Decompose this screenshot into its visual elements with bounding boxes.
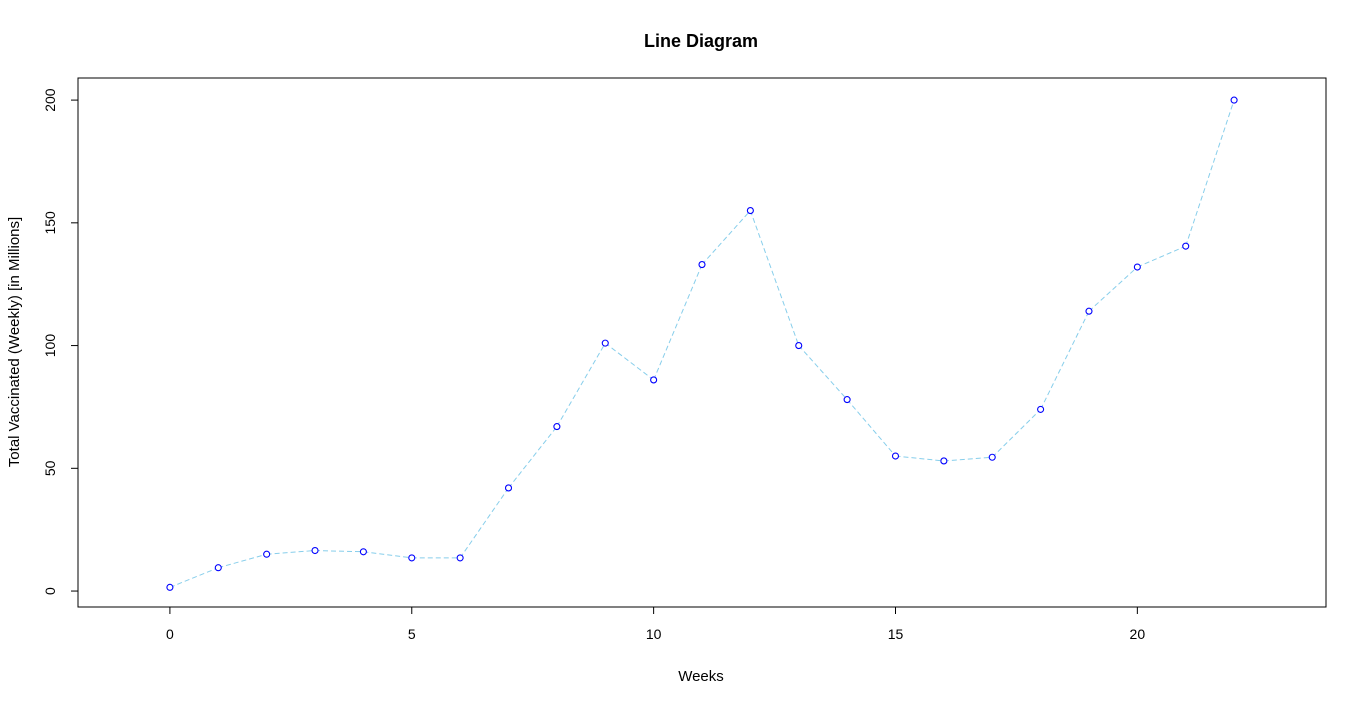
data-point: [553, 423, 561, 431]
chart-title: Line Diagram: [644, 31, 758, 51]
line-segment: [1137, 245, 1186, 268]
y-tick-label: 50: [42, 460, 58, 476]
data-point: [263, 550, 271, 558]
data-point: [359, 548, 367, 556]
y-tick-label: 0: [42, 587, 58, 595]
data-point: [746, 207, 754, 215]
data-point: [940, 457, 948, 465]
data-point: [408, 554, 416, 562]
line-segment: [508, 426, 558, 489]
line-segment: [1088, 266, 1138, 312]
data-point: [795, 342, 803, 350]
line-segment: [459, 487, 509, 559]
data-point: [1182, 242, 1190, 250]
data-point: [504, 484, 513, 492]
y-axis: 0 50 100 150 200: [42, 88, 79, 595]
data-point: [988, 453, 996, 461]
line-segment: [749, 210, 800, 346]
line-segment: [363, 551, 412, 559]
line-segment: [604, 342, 654, 381]
data-point: [650, 376, 658, 384]
y-tick-label: 150: [42, 211, 58, 235]
data-point: [698, 261, 706, 269]
y-axis-label: Total Vaccinated (Weekly) [in Millions]: [6, 217, 23, 467]
plot-frame: [77, 77, 1327, 608]
data-point: [891, 452, 900, 460]
line-segment: [991, 409, 1041, 458]
data-point: [1037, 405, 1045, 413]
line-segment: [1185, 99, 1235, 247]
line-segment: [556, 342, 606, 427]
line-segment: [846, 399, 896, 457]
line-segment: [798, 345, 848, 400]
data-point: [456, 554, 464, 562]
data-point: [843, 396, 851, 404]
x-axis-label: Weeks: [678, 668, 724, 685]
y-tick-label: 200: [42, 88, 58, 112]
data-point: [601, 339, 609, 347]
data-point: [1230, 96, 1238, 104]
x-tick-label: 15: [888, 626, 904, 642]
line-segment: [895, 455, 944, 462]
line-segment: [701, 210, 751, 265]
series-group: [166, 96, 1238, 591]
x-tick-label: 0: [166, 626, 174, 642]
x-axis: 0 5 10 15 20: [166, 606, 1146, 642]
y-tick-label: 100: [42, 334, 58, 358]
line-segment: [1040, 310, 1090, 410]
x-tick-label: 10: [646, 626, 662, 642]
line-segment: [315, 550, 364, 553]
x-tick-label: 20: [1130, 626, 1146, 642]
data-point: [1085, 307, 1093, 315]
line-segment: [266, 550, 316, 555]
data-point: [214, 564, 222, 572]
data-point: [1133, 263, 1141, 271]
data-point: [166, 583, 174, 591]
line-segment: [218, 553, 267, 569]
data-point: [311, 546, 319, 555]
x-tick-label: 5: [408, 626, 416, 642]
line-segment: [169, 567, 219, 588]
line-segment: [943, 456, 993, 462]
line-segment: [653, 264, 703, 381]
